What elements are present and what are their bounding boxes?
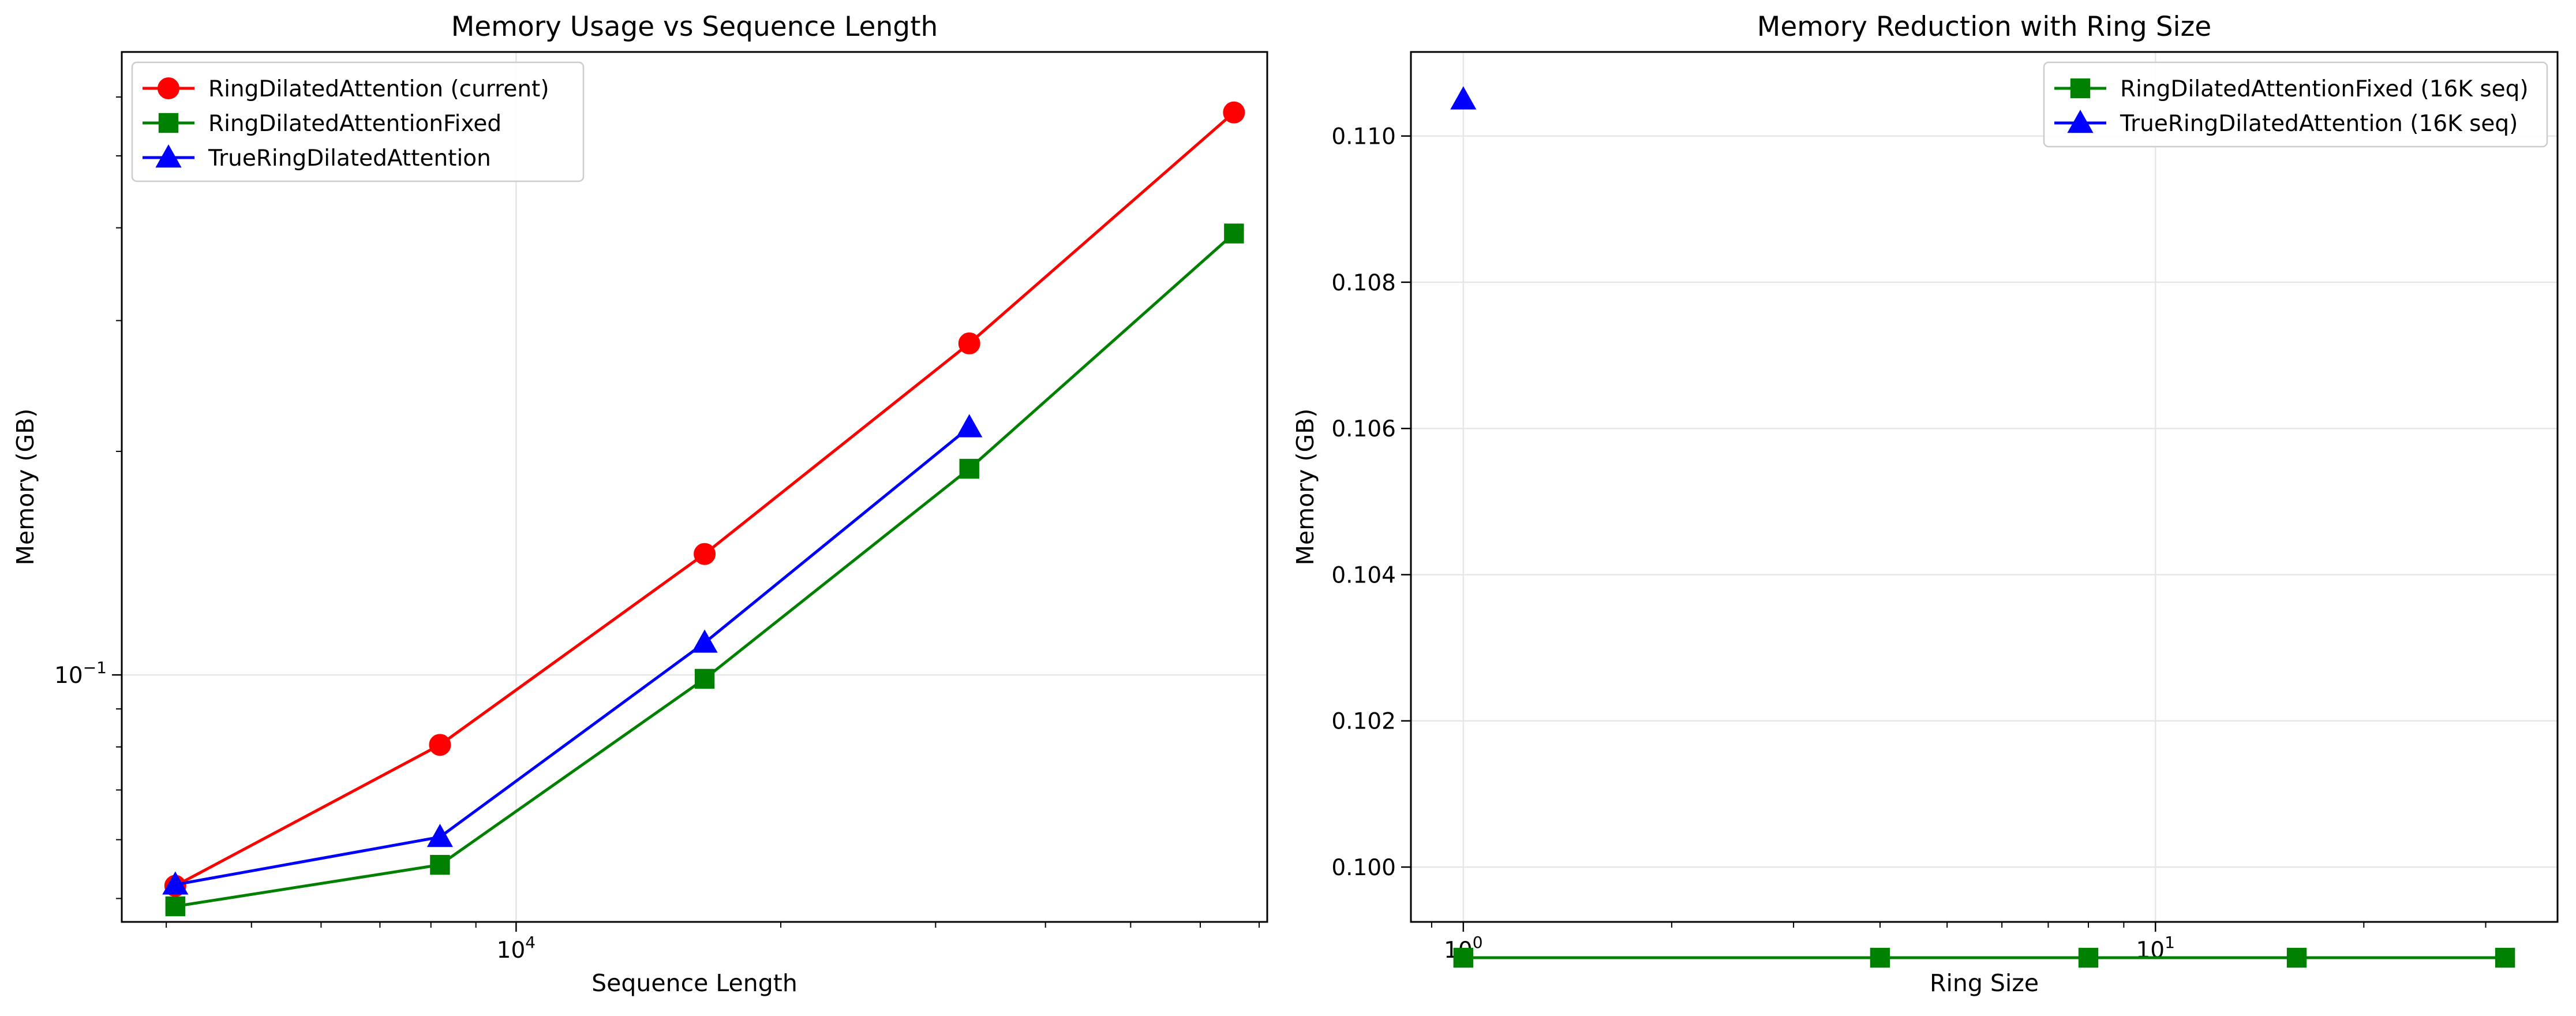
y-axis-label: Memory (GB) <box>12 409 39 566</box>
data-point <box>2078 947 2099 968</box>
y-tick-label: 0.108 <box>1331 270 1396 296</box>
legend: RingDilatedAttentionFixed (16K seq) TrueR… <box>2043 61 2548 148</box>
y-tick-label: 10−1 <box>54 658 107 689</box>
data-point <box>429 734 451 756</box>
series-2 <box>165 223 1244 917</box>
x-axis-label: Ring Size <box>1930 969 2039 997</box>
data-point <box>2286 947 2307 968</box>
series-line <box>175 426 971 886</box>
data-point <box>1450 86 1477 110</box>
y-tick-label: 0.106 <box>1331 416 1396 442</box>
data-point <box>691 629 718 653</box>
series-line <box>175 232 1235 908</box>
legend-marker <box>2070 78 2091 99</box>
data-point <box>694 668 715 689</box>
y-tick-label: 0.100 <box>1331 855 1396 881</box>
series-2 <box>1450 86 1477 110</box>
legend-marker <box>158 77 179 99</box>
legend: RingDilatedAttention (current) RingDilate… <box>131 61 585 182</box>
chart-title: Memory Usage vs Sequence Length <box>451 11 938 43</box>
legend-label: RingDilatedAttentionFixed <box>208 111 501 137</box>
chart-title: Memory Reduction with Ring Size <box>1757 11 2211 43</box>
legend-marker <box>158 113 179 133</box>
x-tick-label: 104 <box>497 933 536 963</box>
data-point <box>165 896 186 917</box>
chart-panel-1: 104 10−1 Memory Usage vs Sequence Length Se… <box>12 11 1268 997</box>
data-point <box>1223 101 1245 124</box>
legend-marker <box>2067 110 2094 133</box>
series-1 <box>1453 947 2515 968</box>
grid <box>1411 52 2558 922</box>
series-3 <box>162 414 983 895</box>
y-tick-label: 0.102 <box>1331 709 1396 735</box>
data-point <box>694 543 716 565</box>
data-point <box>958 332 980 354</box>
series-group <box>1450 86 2515 968</box>
data-point <box>426 824 454 847</box>
data-point <box>430 854 450 875</box>
legend-box <box>2043 61 2548 148</box>
y-tick-label: 0.110 <box>1331 124 1396 150</box>
y-tick-label: 0.104 <box>1331 562 1396 588</box>
data-point <box>959 458 979 479</box>
data-point <box>2495 947 2515 968</box>
ticks: 104 10−1 <box>54 96 1260 963</box>
y-axis-label: Memory (GB) <box>1291 409 1319 566</box>
data-point <box>1224 223 1244 244</box>
axes-frame <box>121 51 1268 923</box>
legend-label: TrueRingDilatedAttention <box>208 145 491 171</box>
data-point <box>956 414 983 438</box>
grid <box>122 52 1267 922</box>
legend-label: TrueRingDilatedAttention (16K seq) <box>2120 111 2518 137</box>
axes-frame <box>1410 51 2559 923</box>
series-group <box>162 101 1245 917</box>
x-axis-label: Sequence Length <box>591 969 797 997</box>
legend-label: RingDilatedAttention (current) <box>208 76 549 102</box>
legend-label: RingDilatedAttentionFixed (16K seq) <box>2120 76 2529 102</box>
series-line <box>174 111 1235 887</box>
chart-panel-2: 1001010.1000.1020.1040.1060.1080.110Memo… <box>1291 11 2559 997</box>
legend-marker <box>155 144 182 168</box>
legend-box <box>131 61 585 182</box>
data-point <box>1453 947 1474 968</box>
data-point <box>1870 947 1890 968</box>
data-point <box>162 871 189 895</box>
series-1 <box>164 101 1245 897</box>
